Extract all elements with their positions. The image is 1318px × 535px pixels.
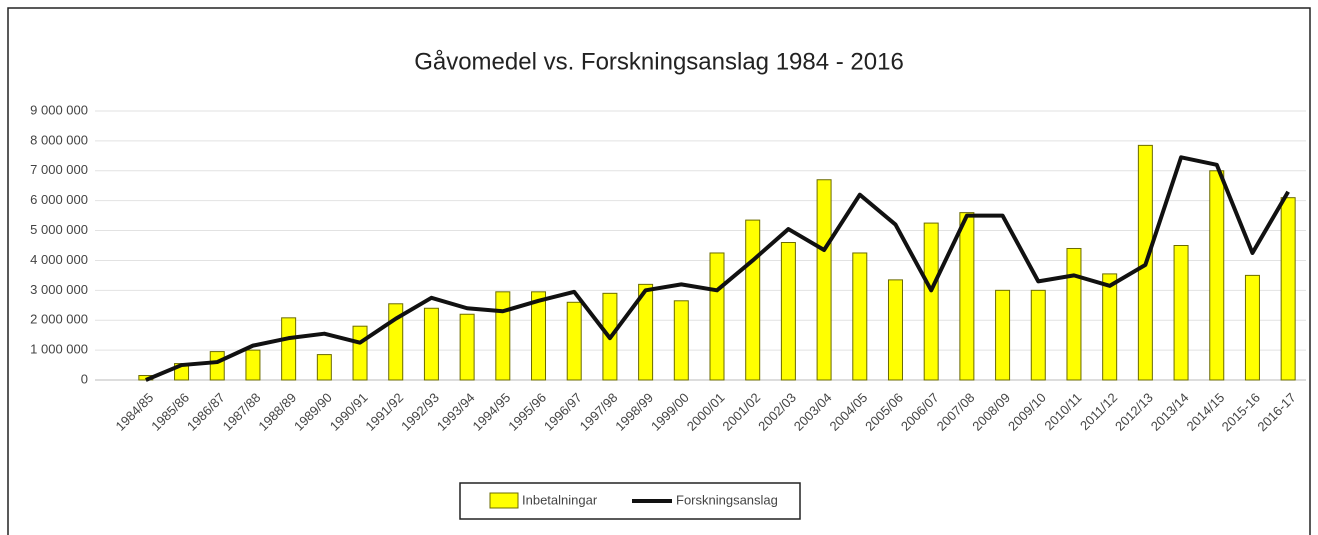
legend-label: Inbetalningar (522, 492, 598, 507)
x-tick-label: 2016-17 (1254, 390, 1298, 434)
x-tick-label: 2015-16 (1219, 390, 1263, 434)
bar (745, 219, 761, 381)
y-tick-label: 2 000 000 (30, 312, 88, 327)
x-tick-label: 1995/96 (505, 390, 549, 434)
x-tick-label: 1994/95 (470, 390, 514, 434)
x-tick-label: 1998/99 (612, 390, 656, 434)
x-tick-label: 1991/92 (362, 390, 406, 434)
bar (780, 242, 796, 381)
bar (1209, 170, 1225, 381)
x-tick-label: 2013/14 (1148, 390, 1192, 434)
x-tick-label: 1993/94 (434, 390, 478, 434)
bar (423, 307, 439, 381)
bar (1244, 274, 1260, 381)
x-tick-label: 2010/11 (1041, 390, 1084, 433)
x-tick-label: 1989/90 (291, 390, 335, 434)
x-tick-label: 2007/08 (934, 390, 978, 434)
bar (281, 317, 297, 381)
bar (638, 283, 654, 381)
x-tick-label: 2004/05 (826, 390, 870, 434)
bar (673, 300, 689, 381)
chart-frame (7, 7, 1311, 535)
y-tick-label: 3 000 000 (30, 282, 88, 297)
bar (1066, 247, 1082, 381)
x-tick-label: 2000/01 (684, 390, 728, 434)
y-tick-label: 0 (81, 371, 88, 386)
y-tick-label: 1 000 000 (30, 342, 88, 357)
y-tick-label: 7 000 000 (30, 162, 88, 177)
bar (709, 252, 725, 381)
x-tick-label: 2011/12 (1077, 390, 1120, 433)
x-tick-label: 1990/91 (327, 390, 371, 434)
line (145, 155, 1290, 382)
x-tick-label: 1984/85 (113, 390, 157, 434)
legend-label: Forskningsanslag (676, 492, 778, 507)
y-tick-label: 4 000 000 (30, 252, 88, 267)
x-tick-label: 2005/06 (862, 390, 906, 434)
x-tick-label: 2006/07 (898, 390, 942, 434)
bar (566, 301, 582, 381)
x-tick-label: 1992/93 (398, 390, 442, 434)
bar (816, 179, 832, 381)
bar (959, 212, 975, 381)
x-tick-label: 1996/97 (541, 390, 585, 434)
legend-swatch (489, 492, 519, 509)
bar (852, 252, 868, 381)
x-tick-label: 2014/15 (1183, 390, 1227, 434)
chart-title: Gåvomedel vs. Forskningsanslag 1984 - 20… (414, 48, 904, 75)
x-tick-label: 2002/03 (755, 390, 799, 434)
y-tick-label: 8 000 000 (30, 132, 88, 147)
x-tick-label: 1987/88 (220, 390, 264, 434)
bar (887, 279, 903, 381)
bar (209, 351, 225, 381)
bar (245, 349, 261, 381)
bar (923, 222, 939, 381)
x-tick-label: 1985/86 (148, 390, 192, 434)
x-tick-label: 2012/13 (1112, 390, 1156, 434)
bar (459, 313, 475, 381)
x-tick-label: 1988/89 (255, 390, 299, 434)
bar (1102, 273, 1118, 381)
bar (352, 325, 368, 381)
y-tick-label: 5 000 000 (30, 222, 88, 237)
x-tick-label: 2001/02 (719, 390, 763, 434)
x-tick-label: 2003/04 (791, 390, 835, 434)
bar (495, 291, 511, 381)
bar (531, 291, 547, 381)
bar (995, 289, 1011, 381)
y-tick-label: 6 000 000 (30, 192, 88, 207)
bar (1280, 197, 1296, 381)
x-tick-label: 2008/09 (969, 390, 1013, 434)
x-tick-label: 1999/00 (648, 390, 692, 434)
y-tick-label: 9 000 000 (30, 102, 88, 117)
x-tick-label: 1997/98 (577, 390, 621, 434)
x-tick-label: 1986/87 (184, 390, 228, 434)
bar (1173, 245, 1189, 381)
bar (1030, 289, 1046, 381)
bar (316, 354, 332, 381)
x-tick-label: 2009/10 (1005, 390, 1049, 434)
